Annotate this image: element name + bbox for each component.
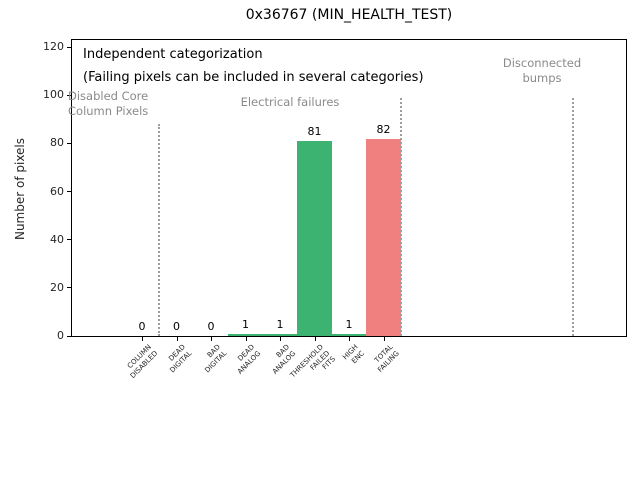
y-tick-mark: [67, 335, 71, 337]
bar-bad-analog: [262, 333, 298, 336]
bar-total-failing: [366, 138, 401, 336]
y-tick-mark: [67, 46, 71, 48]
y-tick-label: 100: [43, 88, 64, 102]
x-tick-mark: [314, 337, 316, 341]
x-tick-label-text: HIGH ENC: [341, 343, 366, 365]
bar-value-label: 1: [242, 317, 249, 331]
y-tick-mark: [67, 142, 71, 144]
bar-value-label: 82: [376, 122, 391, 136]
bar-dead-analog: [228, 333, 263, 336]
x-tick-label-text: BAD DIGITAL: [202, 343, 228, 375]
group-separator-line: [572, 98, 575, 336]
chart-title: 0x36767 (MIN_HEALTH_TEST): [245, 7, 453, 23]
annotation-disconnected: Disconnected bumps: [502, 56, 582, 85]
annotation-failing-note: (Failing pixels can be included in sever…: [83, 70, 424, 85]
x-tick-mark: [176, 337, 178, 341]
x-tick-mark: [280, 337, 281, 341]
y-tick-label: 20: [50, 280, 64, 294]
bar-threshold-failed-fits: [297, 141, 332, 336]
x-tick-mark: [349, 337, 350, 341]
y-tick-mark: [67, 239, 71, 241]
annotation-independent: Independent categorization: [83, 47, 263, 62]
x-tick-label-text: THRESHOLD FAILED FITS: [288, 343, 338, 380]
group-separator-line: [399, 98, 402, 336]
annotation-electrical: Electrical failures: [240, 95, 340, 109]
annotation-disabled-core: Disabled Core Column Pixels: [68, 89, 149, 118]
x-tick-mark: [142, 337, 143, 341]
bar-high-enc: [331, 333, 367, 336]
x-tick-label-text: TOTAL FAILING: [372, 343, 401, 374]
y-tick-label: 60: [50, 184, 64, 198]
y-tick-mark: [67, 94, 71, 96]
y-tick-mark: [67, 287, 71, 289]
bar-value-label: 0: [173, 320, 180, 333]
x-tick-mark: [245, 337, 247, 341]
bar-value-label: 0: [138, 320, 146, 333]
x-tick-label-text: DEAD DIGITAL: [167, 343, 194, 375]
x-tick-label-text: DEAD ANALOG: [235, 343, 263, 376]
y-tick-label: 40: [50, 232, 64, 246]
group-separator-line: [158, 124, 161, 336]
bar-value-label: 81: [307, 125, 322, 139]
y-tick-label: 0: [57, 329, 64, 342]
y-tick-mark: [67, 191, 71, 193]
x-tick-mark: [383, 337, 385, 341]
y-tick-label: 120: [43, 40, 64, 54]
y-tick-label: 80: [50, 136, 64, 150]
x-tick-label-text: COLUMN DISABLED: [125, 343, 159, 380]
bar-value-label: 0: [207, 320, 215, 333]
bar-value-label: 1: [276, 317, 284, 331]
bar-value-label: 1: [345, 317, 353, 331]
plot-area: 0 20 40 60 80 100 120 0 COLUMN DISABLED 0 DEAD DIG…: [43, 39, 627, 380]
x-tick-mark: [211, 337, 212, 341]
